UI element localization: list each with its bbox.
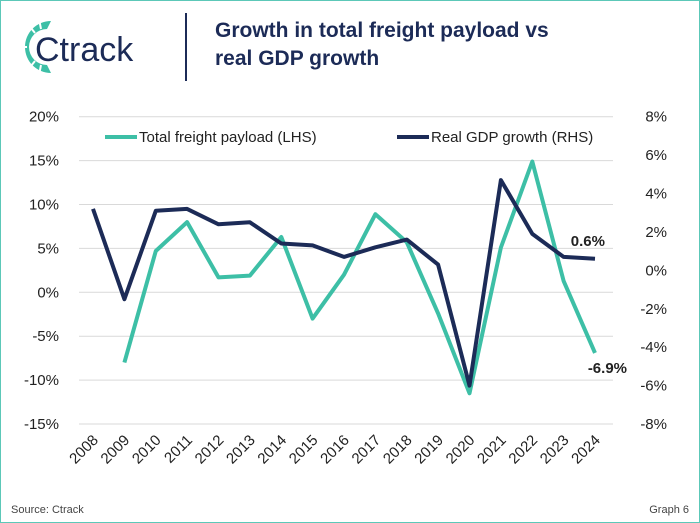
x-axis-tick: 2018 (380, 432, 416, 468)
right-axis-tick: 2% (645, 224, 667, 241)
x-axis-tick: 2017 (349, 432, 385, 468)
line-chart: 20% 15% 10% 5% 0% -5% -10% -15% 8% 6% 4% 2% 0% -2% -4… (24, 109, 667, 468)
left-axis-tick: 5% (37, 240, 59, 257)
x-axis-tick: 2015 (286, 432, 322, 468)
annotation-freight-2024: -6.9% (588, 360, 627, 377)
source-note: Source: Ctrack (11, 504, 84, 516)
right-axis-tick: 8% (645, 109, 667, 126)
right-axis-tick: 6% (645, 147, 667, 164)
header-divider (185, 13, 187, 81)
x-axis-tick: 2014 (254, 432, 290, 468)
svg-text:Ctrack: Ctrack (35, 31, 134, 69)
x-axis-tick: 2024 (568, 432, 604, 468)
legend-label-gdp: Real GDP growth (RHS) (431, 129, 593, 146)
series-line-gdp (91, 178, 596, 388)
x-axis-tick: 2021 (474, 432, 510, 468)
right-axis-tick: 4% (645, 186, 667, 203)
series-line-freight (122, 159, 597, 396)
x-axis-tick: 2012 (192, 432, 228, 468)
ctrack-logo: Ctrack (17, 18, 134, 76)
right-axis-tick: -2% (640, 301, 667, 318)
right-axis-tick: -8% (640, 416, 667, 433)
left-axis-tick: 0% (37, 284, 59, 301)
x-axis-tick: 2009 (98, 432, 134, 468)
x-axis-tick: 2010 (129, 432, 165, 468)
left-axis-tick: -15% (24, 416, 59, 433)
right-axis-tick: -6% (640, 378, 667, 395)
left-axis-tick: 10% (29, 197, 59, 214)
right-axis-tick: 0% (645, 262, 667, 279)
left-axis-tick: 20% (29, 109, 59, 126)
left-axis-tick: -5% (32, 328, 59, 345)
right-axis-tick: -4% (640, 339, 667, 356)
x-axis-tick: 2019 (411, 432, 447, 468)
x-axis-tick: 2008 (66, 432, 102, 468)
x-axis-tick: 2022 (505, 432, 541, 468)
x-axis-tick: 2016 (317, 432, 353, 468)
legend-label-freight: Total freight payload (LHS) (139, 129, 317, 146)
x-axis-tick: 2020 (443, 432, 479, 468)
left-axis-tick: 15% (29, 153, 59, 170)
graph-number: Graph 6 (649, 504, 689, 516)
x-axis-tick: 2023 (537, 432, 573, 468)
left-axis-tick: -10% (24, 372, 59, 389)
x-axis-tick: 2011 (161, 432, 196, 467)
annotation-gdp-2024: 0.6% (571, 233, 605, 250)
chart-title: Growth in total freight payload vs real … (215, 19, 549, 70)
x-axis-tick: 2013 (223, 432, 259, 468)
